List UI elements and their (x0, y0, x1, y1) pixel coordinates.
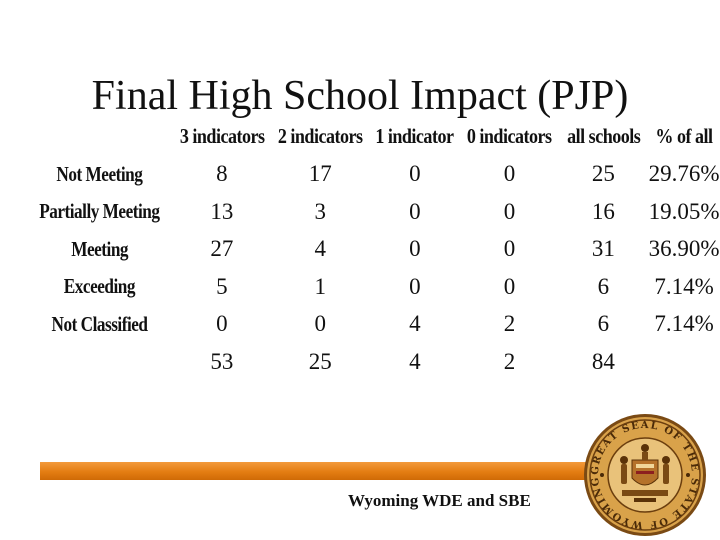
row-label: Not Classified (26, 306, 173, 344)
table-cell: 84 (591, 348, 615, 374)
table-cell: 53 (210, 348, 234, 374)
table-cell: 0 (216, 311, 228, 337)
table-cell: 29.76% (648, 161, 720, 187)
table-header-row: 3 indicators 2 indicators 1 indicator 0 … (26, 118, 720, 156)
table-cell: 6 (597, 273, 610, 299)
table-row: Partially Meeting 13 3 0 0 16 19.05% (26, 193, 720, 231)
row-label: Partially Meeting (26, 193, 173, 231)
column-header: 3 indicators (179, 124, 265, 149)
table-cell (648, 343, 720, 381)
table-row: Not Meeting 8 17 0 0 25 29.76% (26, 156, 720, 194)
table-row: Exceeding 5 1 0 0 6 7.14% (26, 268, 720, 306)
table-cell: 31 (591, 236, 615, 262)
table-cell: 8 (216, 161, 228, 187)
table-cell: 19.05% (648, 198, 720, 224)
row-label-text: Exceeding (63, 274, 136, 299)
table-cell: 4 (409, 348, 421, 374)
table-cell: 25 (308, 348, 332, 374)
row-label (26, 343, 173, 381)
table-cell: 36.90% (648, 236, 720, 262)
table-cell: 17 (308, 161, 332, 187)
table-cell: 0 (503, 273, 516, 299)
table-cell: 7.14% (654, 273, 714, 299)
table-cell: 0 (503, 236, 516, 262)
column-header: % of all (655, 124, 714, 149)
row-label-text: Partially Meeting (39, 199, 160, 224)
table-cell: 13 (210, 198, 234, 224)
column-header: all schools (566, 124, 641, 149)
table-cell: 2 (503, 311, 516, 337)
table-cell: 0 (409, 198, 421, 224)
table-row-total: 53 25 4 2 84 (26, 343, 720, 381)
table-cell: 4 (409, 311, 421, 337)
table-cell: 25 (591, 161, 615, 187)
table-row: Not Classified 0 0 4 2 6 7.14% (26, 306, 720, 344)
table-cell: 0 (409, 273, 421, 299)
column-header: 2 indicators (277, 124, 363, 149)
table-cell: 7.14% (654, 311, 714, 337)
column-header: 1 indicator (375, 124, 455, 149)
table-cell: 16 (591, 198, 615, 224)
table-cell: 3 (314, 198, 327, 224)
table-cell: 0 (314, 311, 327, 337)
row-label-text: Not Classified (51, 311, 148, 336)
table-cell: 0 (503, 161, 516, 187)
table-cell: 1 (314, 273, 327, 299)
table-cell: 2 (503, 348, 516, 374)
table-cell: 27 (210, 236, 234, 262)
footer-text: Wyoming WDE and SBE (348, 491, 531, 510)
row-label-text: Meeting (70, 236, 128, 261)
row-label-text: Not Meeting (56, 161, 143, 186)
column-header: 0 indicators (467, 124, 552, 149)
row-label: Not Meeting (26, 156, 173, 194)
impact-table: 3 indicators 2 indicators 1 indicator 0 … (26, 118, 720, 381)
table-cell: 4 (314, 236, 327, 262)
row-label: Exceeding (26, 268, 173, 306)
row-label: Meeting (26, 231, 173, 269)
table-cell: 6 (597, 311, 610, 337)
table-cell: 5 (216, 273, 228, 299)
footer-accent-bar (40, 462, 600, 480)
table-row: Meeting 27 4 0 0 31 36.90% (26, 231, 720, 269)
table-cell: 0 (503, 198, 516, 224)
corner-header-cell (36, 118, 162, 156)
slide-title: Final High School Impact (PJP) (91, 73, 629, 120)
table-cell: 0 (409, 161, 421, 187)
table-cell: 0 (409, 236, 421, 262)
wyoming-state-seal-icon: GREAT SEAL OF THE STATE OF WYOMING (584, 414, 706, 536)
